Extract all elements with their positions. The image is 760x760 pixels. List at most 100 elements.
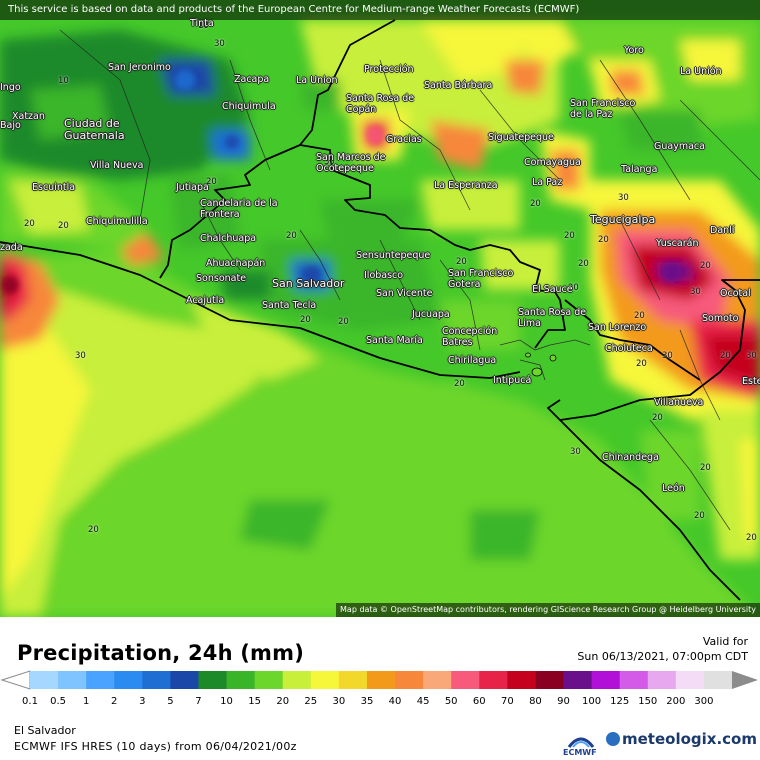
city-label: Bajo bbox=[0, 120, 21, 131]
contour-label: 20 bbox=[720, 351, 731, 361]
city-label: San Marcos de Ocotepeque bbox=[316, 152, 386, 174]
meteologix-brand[interactable]: meteologix.com bbox=[622, 730, 757, 748]
contour-label: 20 bbox=[24, 219, 35, 229]
city-label: Santa Bárbara bbox=[424, 80, 493, 91]
city-label: Ciudad de Guatemala bbox=[64, 117, 125, 142]
colorbar-tick-label: 150 bbox=[638, 696, 658, 707]
colorbar-tick-label: 300 bbox=[694, 696, 714, 707]
contour-label: 20 bbox=[530, 199, 541, 209]
city-label: Zacapa bbox=[234, 74, 270, 85]
city-label: Comayagua bbox=[524, 157, 581, 168]
colorbar-swatch bbox=[675, 671, 705, 689]
colorbar-tick-label: 70 bbox=[500, 696, 514, 707]
contour-label: 20 bbox=[454, 379, 465, 389]
colorbar-swatch bbox=[507, 671, 536, 689]
city-label: Concepción Batres bbox=[442, 326, 498, 348]
city-label: Villanueva bbox=[654, 397, 704, 408]
contour-label: 20 bbox=[88, 525, 99, 535]
colorbar-swatch bbox=[198, 671, 228, 689]
city-label: Santa Rosa de Copán bbox=[346, 93, 415, 115]
colorbar-swatch bbox=[30, 671, 59, 689]
contour-label: 30 bbox=[75, 351, 86, 361]
colorbar-swatch bbox=[647, 671, 677, 689]
colorbar-swatch bbox=[114, 671, 143, 689]
valid-label: Valid for bbox=[702, 635, 748, 648]
contour-label: 30 bbox=[570, 447, 581, 457]
colorbar-tick-label: 0.5 bbox=[50, 696, 67, 707]
colorbar-tick-label: 30 bbox=[332, 696, 346, 707]
city-label: Santa María bbox=[366, 335, 423, 346]
city-label: Sensuntepeque bbox=[356, 250, 431, 261]
valid-time: Sun 06/13/2021, 07:00pm CDT bbox=[577, 650, 748, 663]
colorbar-swatch bbox=[338, 671, 368, 689]
city-label: Chirilagua bbox=[448, 355, 497, 366]
colorbar-swatch bbox=[451, 671, 480, 689]
city-label: Ahuachapán bbox=[206, 258, 266, 269]
city-label: La Unión bbox=[680, 66, 722, 77]
city-label: Gracias bbox=[386, 134, 422, 145]
map-attribution[interactable]: Map data © OpenStreetMap contributors, r… bbox=[336, 603, 760, 617]
model-run: ECMWF IFS HRES (10 days) from 06/04/2021… bbox=[14, 740, 297, 753]
contour-label: 30 bbox=[746, 351, 757, 361]
legend-footer: Precipitation, 24h (mm) Valid for Sun 06… bbox=[0, 617, 760, 760]
colorbar-tick-label: 125 bbox=[610, 696, 630, 707]
city-label: San Francisco de la Paz bbox=[570, 98, 636, 120]
precipitation-field bbox=[0, 19, 760, 617]
city-label: Chiquimulilla bbox=[86, 216, 148, 227]
colorbar-swatch bbox=[366, 671, 396, 689]
colorbar-tick-label: 1 bbox=[82, 696, 90, 707]
colorbar-tick-label: 0.1 bbox=[22, 696, 38, 707]
contour-label: 20 bbox=[568, 283, 579, 293]
city-label: Ingo bbox=[0, 82, 21, 93]
colorbar-tick-label: 100 bbox=[582, 696, 602, 707]
colorbar-tick-label: 10 bbox=[220, 696, 233, 707]
city-label: Chalchuapa bbox=[200, 233, 257, 244]
city-label: La Paz bbox=[532, 177, 563, 188]
city-label: La Union bbox=[296, 75, 338, 86]
contour-label: 30 bbox=[214, 39, 225, 49]
contour-label: 10 bbox=[198, 21, 209, 31]
colorbar-tick-label: 7 bbox=[195, 696, 202, 707]
city-label: San Francisco Gotera bbox=[448, 268, 514, 290]
city-label: Tinta bbox=[190, 18, 214, 29]
colorbar-swatch bbox=[591, 671, 621, 689]
colorbar-swatch bbox=[310, 671, 340, 689]
city-label: Ocotal bbox=[720, 288, 751, 299]
contour-label: 20 bbox=[300, 315, 311, 325]
precipitation-map[interactable]: This service is based on data and produc… bbox=[0, 0, 760, 617]
color-scale bbox=[0, 670, 758, 690]
contour-label: 10 bbox=[58, 76, 69, 86]
city-label: San Salvador bbox=[272, 277, 345, 290]
contour-label: 20 bbox=[634, 311, 645, 321]
colorbar-tick-label: 15 bbox=[248, 696, 261, 707]
colorbar-swatch bbox=[423, 671, 452, 689]
contour-label: 20 bbox=[338, 317, 349, 327]
city-label: Escuintla bbox=[32, 182, 76, 193]
contour-label: 30 bbox=[618, 193, 629, 203]
city-label: Ilobasco bbox=[364, 270, 404, 281]
colorbar-tick-label: 45 bbox=[416, 696, 430, 707]
city-label: León bbox=[662, 483, 685, 494]
ecmwf-label: ECMWF bbox=[563, 748, 597, 757]
colorbar-swatch bbox=[226, 671, 256, 689]
colorbar-tick-label: 2 bbox=[111, 696, 118, 707]
colorbar-swatch bbox=[479, 671, 508, 689]
city-label: Tegucigalpa bbox=[590, 213, 656, 226]
city-label: Esteli bbox=[742, 376, 760, 387]
city-label: San Jeronimo bbox=[108, 62, 171, 73]
colorbar-tick-label: 25 bbox=[304, 696, 318, 707]
colorbar-tick-label: 5 bbox=[167, 696, 174, 707]
city-label: Siguatepeque bbox=[488, 132, 554, 143]
colorbar-swatch bbox=[563, 671, 593, 689]
city-label: Intipucá bbox=[493, 375, 532, 386]
contour-label: 20 bbox=[700, 261, 711, 271]
contour-label: 20 bbox=[636, 359, 647, 369]
region-name: El Salvador bbox=[14, 724, 76, 737]
city-label: Jutiapa bbox=[176, 182, 209, 193]
city-label: La Esperanza bbox=[434, 180, 498, 191]
city-label: Xatzan bbox=[12, 111, 45, 122]
city-label: Guaymaca bbox=[654, 141, 705, 152]
city-label: Choluteca bbox=[605, 343, 653, 354]
contour-label: 20 bbox=[746, 533, 757, 543]
city-label: zada bbox=[0, 242, 23, 253]
